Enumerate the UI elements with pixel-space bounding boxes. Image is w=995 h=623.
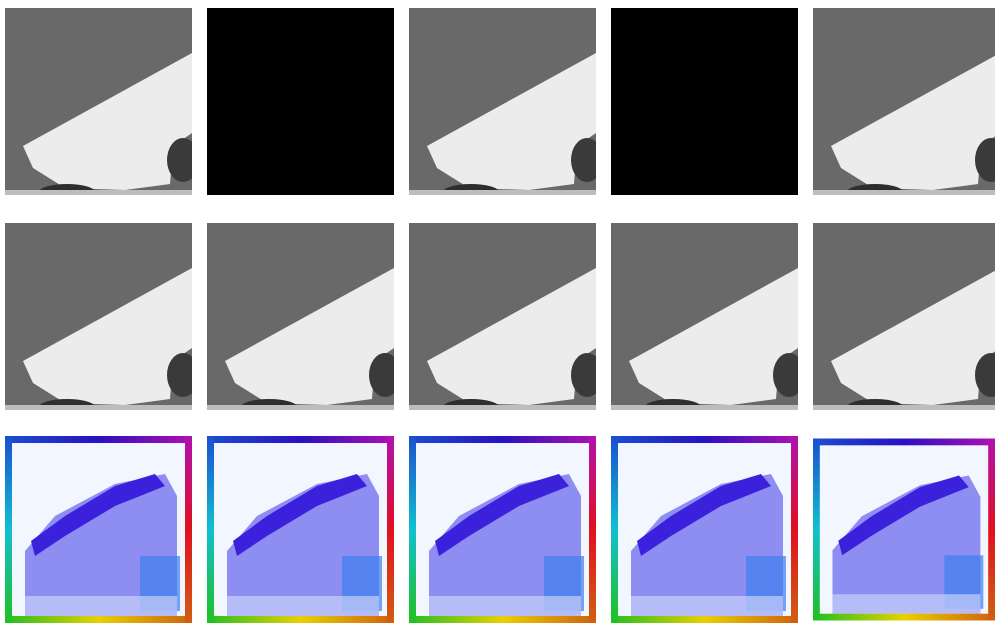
page [0, 0, 995, 623]
flow-tile [813, 439, 995, 621]
image-grid [0, 0, 995, 623]
flow-tile [207, 436, 394, 623]
image-tile [207, 223, 401, 415]
flow-tile [5, 436, 192, 623]
black-tile [611, 8, 798, 195]
image-tile [409, 223, 603, 415]
image-tile [813, 223, 995, 415]
image-tile [611, 223, 805, 415]
image-tile [813, 8, 995, 200]
image-tile [5, 223, 199, 415]
flow-tile [611, 436, 798, 623]
flow-tile [409, 436, 596, 623]
black-tile [207, 8, 394, 195]
image-tile [5, 8, 199, 200]
image-tile [409, 8, 603, 200]
